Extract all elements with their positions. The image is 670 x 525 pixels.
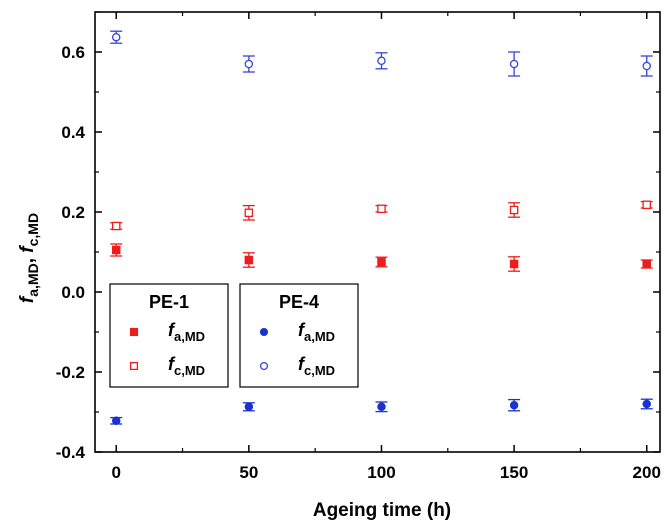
data-point: [244, 255, 254, 265]
legend-label-sub: c,MD: [304, 363, 335, 378]
data-point: [377, 56, 386, 66]
data-point: [509, 259, 519, 269]
data-point: [111, 416, 121, 426]
legend-label-main: f: [168, 320, 176, 340]
data-point: [509, 400, 519, 410]
legend-label: fa,MD: [298, 320, 335, 344]
y-tick-label: 0.6: [61, 43, 85, 62]
legend-label-sub: a,MD: [174, 329, 205, 344]
legend-marker: [259, 327, 269, 337]
axis-ticks: 0 50 100 150 200 -0.4 -0.2 0.0 0.2 0.4 0.6: [56, 11, 661, 482]
legend-label-main: f: [298, 320, 306, 340]
legend-label: fc,MD: [168, 354, 205, 378]
legend-box: [109, 283, 229, 388]
data-point: [377, 402, 386, 412]
legend-label-main: f: [298, 354, 306, 374]
y-axis-title-sub-c: c,MD: [25, 213, 41, 246]
x-tick-label: 200: [633, 463, 661, 482]
data-point: [509, 205, 519, 215]
legend-label: fa,MD: [168, 320, 205, 344]
data-point: [377, 204, 386, 214]
y-axis-title-f1: f: [17, 295, 38, 303]
data-point: [111, 245, 121, 255]
data-point: [377, 257, 386, 267]
y-tick-label: -0.4: [56, 443, 86, 462]
x-tick-label: 0: [111, 463, 120, 482]
x-tick-label: 100: [367, 463, 395, 482]
data-point: [642, 259, 651, 269]
y-axis-title-sub-a: a,MD: [25, 263, 41, 296]
legend-label: fc,MD: [298, 354, 335, 378]
data-point: [244, 208, 254, 218]
y-axis-title-sep: ,: [17, 253, 38, 264]
y-tick-label: 0.4: [61, 123, 85, 142]
legend-box: [239, 283, 359, 388]
y-axis-title-f2: f: [17, 245, 38, 253]
legend-title: PE-1: [149, 292, 189, 312]
y-tick-label: -0.2: [56, 363, 85, 382]
data-point: [642, 200, 651, 210]
x-tick-label: 150: [500, 463, 528, 482]
legend-label-sub: a,MD: [304, 329, 335, 344]
legend-marker: [129, 327, 139, 337]
legend-title: PE-4: [279, 292, 319, 312]
y-tick-label: 0.0: [61, 283, 85, 302]
data-markers: [111, 32, 651, 426]
x-axis-title: Ageing time (h): [313, 500, 451, 521]
data-point: [111, 221, 121, 231]
legend-marker: [259, 361, 269, 371]
plot-area: [94, 11, 661, 453]
legend-label-main: f: [168, 354, 176, 374]
data-point: [642, 399, 651, 409]
data-point: [244, 402, 254, 412]
plot-frame: [94, 11, 661, 453]
x-tick-label: 50: [239, 463, 258, 482]
data-point: [642, 61, 651, 71]
legend-marker: [129, 361, 139, 371]
data-point: [509, 59, 519, 69]
y-axis-title: fa,MD, fc,MD: [17, 213, 41, 303]
data-point: [244, 59, 254, 69]
legend-label-sub: c,MD: [174, 363, 205, 378]
y-tick-label: 0.2: [61, 203, 85, 222]
data-point: [111, 32, 121, 42]
